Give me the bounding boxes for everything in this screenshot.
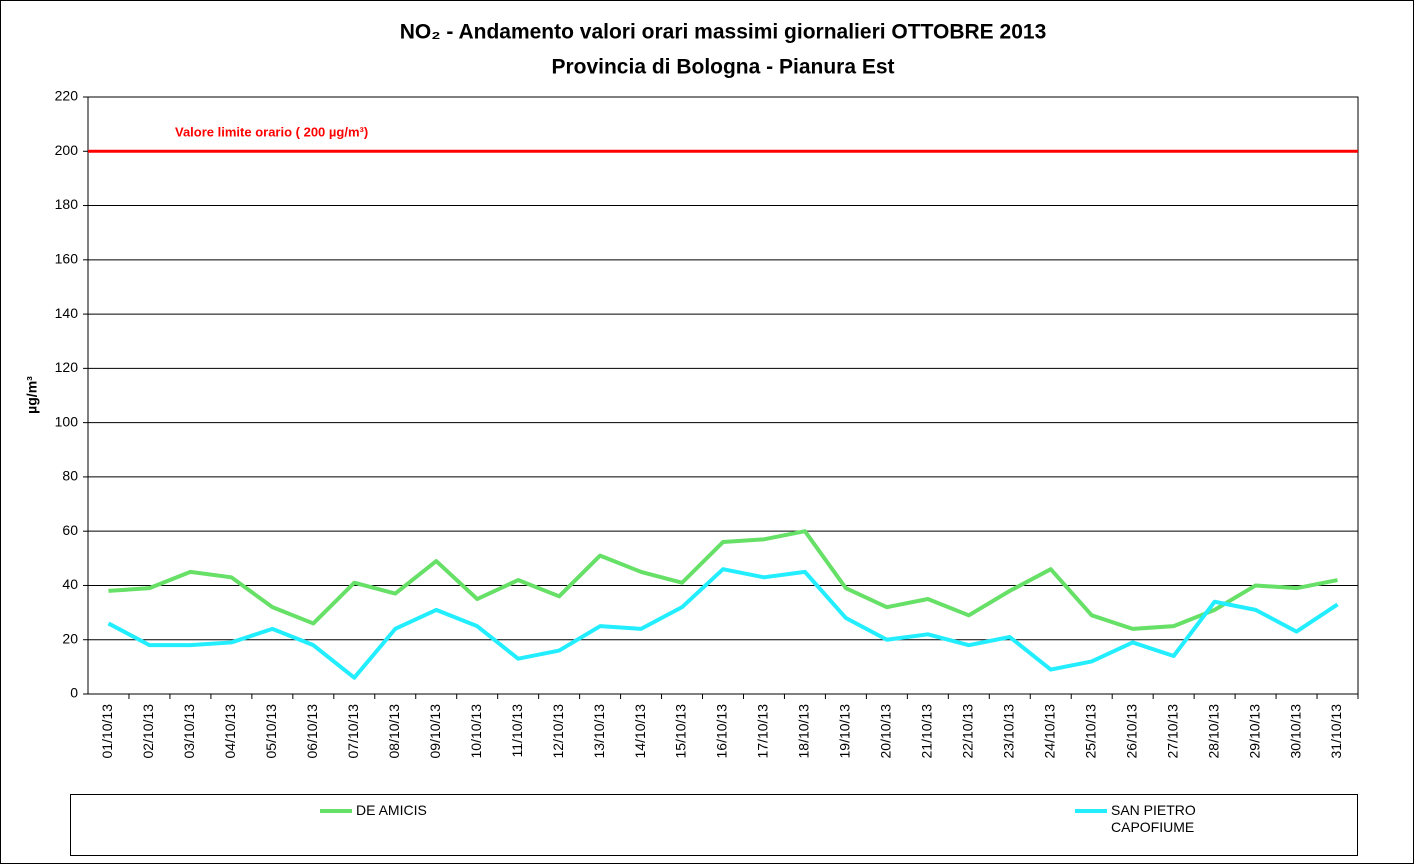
- x-tick-label: 21/10/13: [919, 704, 935, 759]
- x-tick-label: 01/10/13: [99, 704, 115, 759]
- x-tick-label: 08/10/13: [386, 704, 402, 759]
- x-tick-label: 20/10/13: [878, 704, 894, 759]
- x-tick-label: 31/10/13: [1328, 704, 1344, 759]
- x-tick-label: 04/10/13: [222, 704, 238, 759]
- y-tick-label: 20: [62, 630, 78, 646]
- y-tick-label: 120: [55, 359, 79, 375]
- x-tick-label: 30/10/13: [1287, 704, 1303, 759]
- x-tick-label: 13/10/13: [591, 704, 607, 759]
- x-tick-label: 03/10/13: [181, 704, 197, 759]
- x-tick-label: 11/10/13: [509, 704, 525, 758]
- x-tick-label: 05/10/13: [263, 704, 279, 759]
- y-tick-label: 0: [70, 685, 78, 701]
- x-tick-label: 12/10/13: [550, 704, 566, 759]
- limit-label: Valore limite orario ( 200 µg/m³): [175, 125, 368, 140]
- x-tick-label: 16/10/13: [714, 704, 730, 759]
- chart-title: NO₂ - Andamento valori orari massimi gio…: [400, 21, 1047, 44]
- x-tick-label: 18/10/13: [796, 704, 812, 759]
- y-tick-label: 160: [55, 251, 79, 267]
- y-tick-label: 40: [62, 576, 78, 592]
- x-tick-label: 06/10/13: [304, 704, 320, 759]
- series-line: [107, 567, 1339, 680]
- legend-label: SAN PIETRO CAPOFIUME: [1111, 802, 1196, 835]
- x-tick-label: 19/10/13: [837, 704, 853, 759]
- y-tick-label: 60: [62, 522, 78, 538]
- x-tick-label: 29/10/13: [1246, 704, 1262, 759]
- y-tick-label: 220: [55, 88, 79, 104]
- x-tick-label: 15/10/13: [673, 704, 689, 759]
- y-tick-label: 140: [55, 305, 79, 321]
- x-tick-label: 10/10/13: [468, 704, 484, 759]
- x-tick-label: 09/10/13: [427, 704, 443, 759]
- y-axis-label: µg/m³: [24, 376, 40, 414]
- y-tick-label: 180: [55, 196, 79, 212]
- x-tick-label: 28/10/13: [1205, 704, 1221, 759]
- x-tick-label: 27/10/13: [1164, 704, 1180, 759]
- y-tick-label: 200: [55, 142, 79, 158]
- x-tick-label: 24/10/13: [1041, 704, 1057, 759]
- x-tick-label: 22/10/13: [960, 704, 976, 759]
- x-tick-label: 07/10/13: [345, 704, 361, 759]
- x-tick-label: 14/10/13: [632, 704, 648, 759]
- series-line: [108, 529, 1338, 631]
- x-tick-label: 25/10/13: [1082, 704, 1098, 759]
- x-tick-label: 17/10/13: [755, 704, 771, 759]
- x-tick-label: 26/10/13: [1123, 704, 1139, 759]
- legend-label: DE AMICIS: [356, 802, 427, 818]
- y-tick-label: 80: [62, 468, 78, 484]
- legend-box: [70, 794, 1358, 856]
- chart-subtitle: Provincia di Bologna - Pianura Est: [551, 56, 894, 79]
- x-tick-label: 02/10/13: [140, 704, 156, 759]
- x-tick-label: 23/10/13: [1000, 704, 1016, 759]
- y-tick-label: 100: [55, 413, 79, 429]
- plot-border: [87, 96, 1359, 695]
